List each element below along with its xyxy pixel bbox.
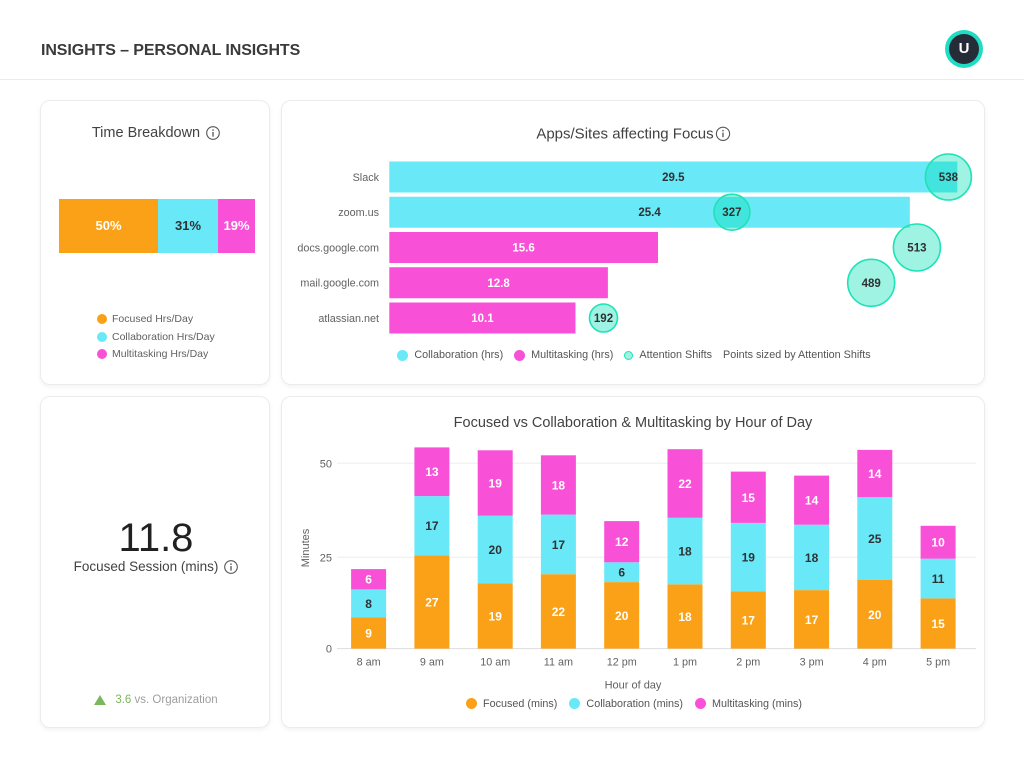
svg-text:Slack: Slack (353, 172, 380, 184)
svg-text:22: 22 (552, 605, 566, 619)
svg-text:0: 0 (326, 644, 332, 656)
svg-text:1 pm: 1 pm (673, 657, 697, 669)
svg-text:atlassian.net: atlassian.net (318, 313, 379, 325)
svg-text:10: 10 (931, 536, 945, 550)
svg-text:9 am: 9 am (420, 657, 444, 669)
svg-text:29.5: 29.5 (662, 172, 685, 184)
svg-text:Apps/Sites affecting Focus: Apps/Sites affecting Focus (536, 126, 713, 143)
svg-text:18: 18 (552, 478, 566, 492)
svg-text:18: 18 (805, 551, 819, 565)
svg-text:18: 18 (678, 610, 692, 624)
svg-text:15: 15 (931, 617, 945, 631)
svg-text:327: 327 (722, 207, 741, 219)
svg-text:25: 25 (868, 532, 882, 546)
svg-text:11 am: 11 am (544, 657, 573, 669)
svg-text:Minutes: Minutes (300, 528, 312, 567)
svg-text:10 am: 10 am (480, 657, 510, 669)
svg-text:12: 12 (615, 535, 629, 549)
svg-text:12 pm: 12 pm (607, 657, 637, 669)
svg-text:20: 20 (615, 609, 629, 623)
svg-text:mail.google.com: mail.google.com (300, 278, 379, 290)
svg-text:9: 9 (365, 626, 372, 640)
svg-text:Focused vs Collaboration & Mul: Focused vs Collaboration & Multitasking … (454, 415, 813, 431)
svg-text:20: 20 (868, 608, 882, 622)
svg-text:19: 19 (489, 477, 503, 491)
svg-text:14: 14 (805, 494, 819, 508)
svg-text:17: 17 (552, 538, 566, 552)
svg-text:5 pm: 5 pm (926, 657, 950, 669)
svg-text:513: 513 (907, 243, 926, 255)
svg-text:8: 8 (365, 597, 372, 611)
svg-text:zoom.us: zoom.us (338, 207, 379, 219)
svg-text:17: 17 (742, 613, 756, 627)
svg-text:15: 15 (742, 491, 756, 505)
svg-text:docs.google.com: docs.google.com (297, 242, 379, 254)
svg-text:15.6: 15.6 (512, 243, 534, 255)
svg-text:489: 489 (862, 278, 881, 290)
svg-text:50: 50 (320, 458, 332, 470)
svg-text:22: 22 (678, 477, 692, 491)
svg-text:11: 11 (932, 572, 945, 586)
svg-text:Hour of day: Hour of day (605, 680, 662, 692)
svg-text:27: 27 (425, 596, 439, 610)
svg-text:14: 14 (868, 467, 882, 481)
svg-text:19: 19 (742, 551, 756, 565)
svg-text:3 pm: 3 pm (800, 657, 824, 669)
svg-text:18: 18 (678, 545, 692, 559)
svg-text:13: 13 (425, 465, 439, 479)
svg-text:17: 17 (805, 613, 819, 627)
svg-text:10.1: 10.1 (471, 313, 494, 325)
svg-text:19: 19 (489, 609, 503, 623)
svg-text:2 pm: 2 pm (736, 657, 760, 669)
svg-text:538: 538 (939, 172, 959, 184)
svg-text:4 pm: 4 pm (863, 657, 887, 669)
svg-text:20: 20 (489, 543, 503, 557)
svg-text:25.4: 25.4 (638, 207, 661, 219)
svg-text:17: 17 (425, 519, 439, 533)
svg-text:8 am: 8 am (357, 657, 381, 669)
svg-text:6: 6 (618, 566, 625, 580)
svg-text:12.8: 12.8 (487, 278, 510, 290)
svg-text:192: 192 (594, 313, 613, 325)
svg-text:6: 6 (365, 573, 372, 587)
svg-text:25: 25 (320, 552, 332, 564)
